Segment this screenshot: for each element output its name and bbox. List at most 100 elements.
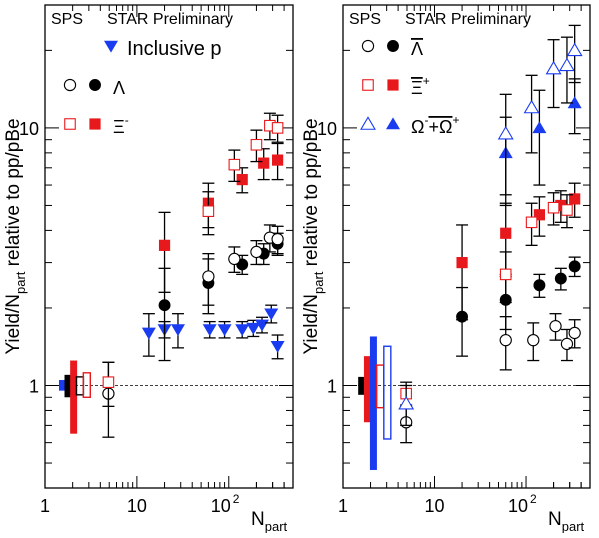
data-marker xyxy=(217,324,232,337)
data-marker xyxy=(158,299,171,312)
legend-label: Λ xyxy=(113,78,125,98)
data-marker xyxy=(270,341,285,353)
data-marker xyxy=(525,216,538,229)
data-marker xyxy=(560,337,574,351)
data-point xyxy=(568,256,581,278)
legend-marker-open xyxy=(360,116,376,130)
y-tick-label: 10 xyxy=(317,119,337,139)
data-marker xyxy=(258,157,270,169)
legend-marker xyxy=(104,40,118,53)
legend-marker-open xyxy=(64,118,76,130)
y-axis-label-ylabel-sub: part xyxy=(13,271,28,294)
legend-marker-filled xyxy=(387,79,399,91)
normalization-box xyxy=(70,360,78,434)
data-point xyxy=(158,211,171,293)
data-marker xyxy=(170,324,185,337)
data-marker xyxy=(499,333,512,347)
legend-marker-filled xyxy=(89,79,101,91)
normalization-box xyxy=(383,345,392,440)
data-marker xyxy=(202,270,215,283)
data-point xyxy=(533,273,546,298)
x-axis-label-main: N xyxy=(251,509,265,530)
header-sps: SPS xyxy=(349,11,381,28)
normalization-box xyxy=(369,336,377,470)
data-point xyxy=(532,89,547,186)
x-tick-label: 10 xyxy=(425,496,445,516)
x-axis-label: Npart xyxy=(251,509,288,533)
x-tick-label: 1 xyxy=(338,496,348,516)
legend-label-sup-2: + xyxy=(452,113,459,127)
data-point xyxy=(549,313,562,341)
legend-marker-filled xyxy=(386,117,400,130)
plot-frame xyxy=(44,4,294,489)
data-point xyxy=(558,36,575,104)
normalization-box xyxy=(363,356,371,423)
data-point xyxy=(217,320,232,339)
legend-entry: Ω-+Ω+ xyxy=(360,113,459,137)
legend-label-text: Ξ xyxy=(113,117,125,137)
legend-marker-open xyxy=(361,39,375,53)
data-marker xyxy=(398,395,415,410)
legend-label-sup: + xyxy=(423,74,430,88)
plot-frame xyxy=(342,4,591,489)
data-point xyxy=(567,78,582,135)
legend-label-text: Λ xyxy=(411,39,423,59)
data-marker xyxy=(568,326,581,340)
legend-label: Ξ+ xyxy=(411,74,430,98)
data-marker xyxy=(568,260,581,273)
data-point xyxy=(228,149,241,183)
y-axis-label: Yield/Npart relative to pp/pBe xyxy=(3,118,28,354)
data-marker xyxy=(271,122,284,134)
data-marker xyxy=(558,57,575,72)
data-marker xyxy=(532,121,547,134)
data-marker xyxy=(250,138,263,151)
x-tick-label: 10 xyxy=(211,496,231,516)
data-marker xyxy=(500,227,512,239)
data-marker xyxy=(523,99,540,114)
legend-label: Ω-+Ω+ xyxy=(411,113,459,137)
data-point xyxy=(499,316,512,371)
data-point xyxy=(456,224,469,321)
data-marker xyxy=(228,252,241,266)
data-point xyxy=(568,182,581,218)
data-point xyxy=(527,322,540,362)
legend-label-text: Λ xyxy=(113,78,125,98)
legend-entry: Ξ- xyxy=(64,113,129,137)
data-marker xyxy=(547,201,560,214)
data-point xyxy=(499,251,512,304)
data-point xyxy=(202,191,215,236)
data-point xyxy=(560,328,574,362)
x-axis-label-main: N xyxy=(548,509,562,530)
legend-label: Ξ- xyxy=(113,113,129,137)
data-point xyxy=(257,243,270,266)
data-marker xyxy=(102,376,115,388)
legend-label-sup: - xyxy=(424,113,428,127)
data-marker xyxy=(236,173,248,186)
legend-entry: Inclusive p xyxy=(104,38,222,60)
data-point xyxy=(271,114,284,143)
data-marker xyxy=(561,204,573,216)
x-tick-label: 1 xyxy=(40,496,50,516)
data-marker xyxy=(567,96,582,109)
data-marker xyxy=(533,209,546,221)
data-marker xyxy=(141,327,156,340)
data-marker xyxy=(250,245,263,259)
data-marker xyxy=(228,158,241,171)
legend-marker-filled xyxy=(387,40,399,52)
data-point xyxy=(271,142,284,181)
data-marker xyxy=(545,60,562,75)
data-point xyxy=(547,192,560,226)
y-axis-label-ylabel: Yield/N xyxy=(301,294,322,355)
y-axis-label-ylabel-tail: relative to pp/pBe xyxy=(301,118,322,271)
legend-label: Λ xyxy=(411,39,423,59)
normalization-box xyxy=(376,364,385,409)
x-tick-label-exponent: 2 xyxy=(530,492,537,506)
x-axis-label-sub: part xyxy=(562,519,585,533)
data-marker xyxy=(272,154,284,166)
data-point xyxy=(270,334,285,360)
normalization-box xyxy=(64,374,72,398)
data-point xyxy=(566,24,583,84)
x-axis-label-sub: part xyxy=(265,519,288,533)
